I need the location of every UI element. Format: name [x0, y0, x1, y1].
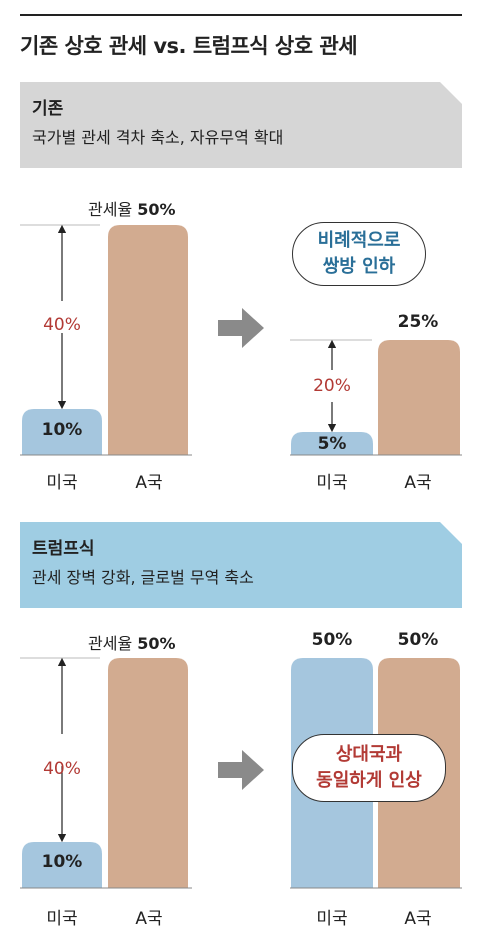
gap-label-trump-before: 40% [43, 759, 81, 779]
value-label-us-existing-after: 5% [317, 434, 347, 454]
category-label-us: 미국 [316, 473, 348, 493]
bar-us [22, 842, 102, 888]
category-label-us: 미국 [46, 473, 78, 493]
callout-existing: 비례적으로 쌍방 인하 [292, 222, 426, 286]
gap-label-existing-after: 20% [313, 376, 351, 396]
category-label-us: 미국 [46, 909, 78, 929]
banner-trump: 트럼프식 관세 장벽 강화, 글로벌 무역 축소 [20, 522, 462, 608]
category-label-a: A국 [404, 473, 432, 493]
category-label-us: 미국 [316, 909, 348, 929]
bar-a [108, 225, 188, 455]
bar-us [22, 409, 102, 455]
top-rule [20, 14, 462, 16]
transition-arrow-existing [218, 308, 264, 348]
value-label-us-existing-before: 10% [41, 420, 83, 440]
category-label-a: A국 [135, 473, 163, 493]
bar-us [291, 432, 373, 455]
callout-existing-line1: 비례적으로 [317, 230, 401, 251]
callout-trump-line1: 상대국과 [335, 744, 403, 765]
callout-trump: 상대국과 동일하게 인상 [292, 734, 446, 802]
category-label-a: A국 [404, 909, 432, 929]
value-label-a-trump-before: 50% [137, 634, 176, 653]
callout-existing-line2: 쌍방 인하 [322, 256, 396, 277]
bar-a [378, 340, 460, 455]
value-label-us-trump-before: 10% [41, 852, 83, 872]
rate-label-trump-before: 관세율 50% [88, 630, 176, 654]
page-title: 기존 상호 관세 vs. 트럼프식 상호 관세 [20, 34, 358, 58]
rate-prefix: 관세율 [88, 200, 133, 219]
rate-label-existing-before: 관세율 50% [88, 196, 176, 220]
transition-arrow-trump [218, 750, 264, 790]
value-label-us-trump-after: 50% [311, 630, 353, 650]
value-label-a-trump-after: 50% [397, 630, 439, 650]
gap-label-existing-before: 40% [43, 315, 81, 335]
banner-existing-title: 기존 [32, 99, 64, 119]
rate-prefix: 관세율 [88, 634, 133, 653]
value-label-a-existing-after: 25% [397, 312, 439, 332]
category-label-a: A국 [135, 909, 163, 929]
banner-trump-subtitle: 관세 장벽 강화, 글로벌 무역 축소 [32, 568, 254, 587]
banner-existing-bg [20, 82, 462, 168]
bar-a [108, 658, 188, 888]
banner-trump-bg [20, 522, 462, 608]
value-label-a-existing-before: 50% [137, 200, 176, 219]
banner-existing: 기존 국가별 관세 격차 축소, 자유무역 확대 [20, 82, 462, 168]
callout-trump-line2: 동일하게 인상 [316, 770, 422, 791]
banner-existing-subtitle: 국가별 관세 격차 축소, 자유무역 확대 [32, 128, 284, 147]
banner-trump-title: 트럼프식 [32, 539, 95, 559]
